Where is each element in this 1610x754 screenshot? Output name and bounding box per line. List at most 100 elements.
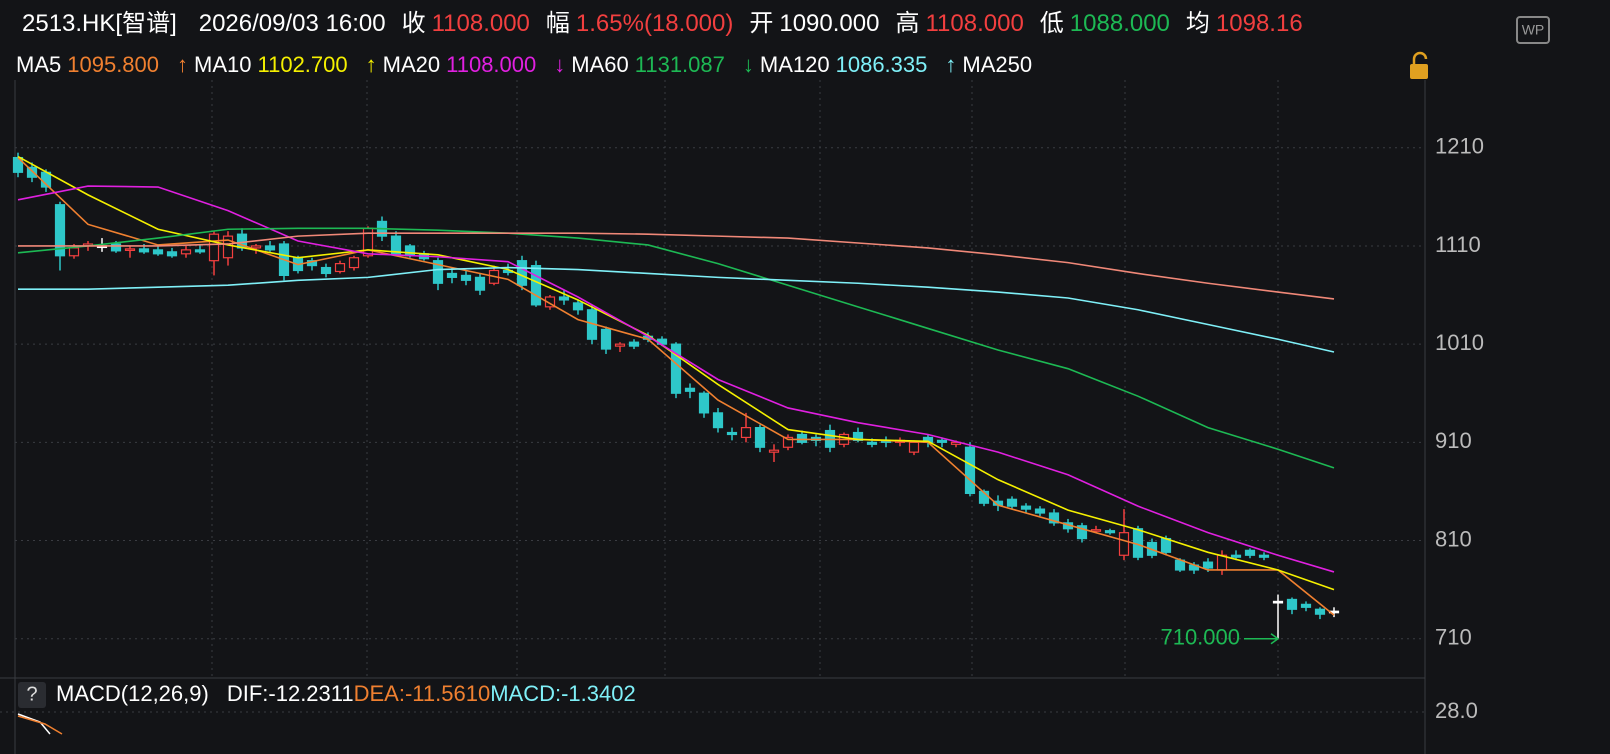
macd-header: MACD(12,26,9) DIF:-12.2311DEA:-11.5610MAC… <box>56 681 636 706</box>
help-text[interactable]: ? <box>26 683 37 705</box>
candle-body <box>1118 532 1130 556</box>
lock-icon[interactable] <box>1410 51 1428 79</box>
candle-body <box>530 264 542 306</box>
field-label: 收 <box>402 10 426 37</box>
candle-body <box>432 260 444 284</box>
legend-arrow: ↓ <box>743 52 754 77</box>
wp-badge[interactable]: WP <box>1516 16 1550 44</box>
candle-body <box>138 248 150 253</box>
field-value: 1.65%(18.000) <box>576 10 733 37</box>
annotation-text: 710.000 <box>1160 625 1240 650</box>
ma-line <box>17 227 1335 469</box>
candle-body <box>1076 525 1088 540</box>
legend-arrow: ↑ <box>945 52 956 77</box>
candle-body <box>1230 554 1242 558</box>
legend-value: 1108.000 <box>446 52 536 77</box>
candle-body <box>1104 530 1116 534</box>
datetime: 2026/09/03 16:00 <box>199 10 386 37</box>
badge-text: WP <box>1522 22 1545 38</box>
candle-body <box>68 247 80 257</box>
field-value: 1108.000 <box>432 10 530 37</box>
legend-name: MA20 <box>383 52 440 77</box>
candle-body <box>208 233 220 262</box>
date-dividers <box>211 80 1279 678</box>
candle-body <box>1272 600 1284 604</box>
candle-body <box>124 248 136 251</box>
field-label: 均 <box>1186 10 1210 37</box>
candle-body <box>1090 529 1102 532</box>
candle-body <box>628 341 640 347</box>
candle-body <box>1314 608 1326 615</box>
header: 2513.HK[智谱] 2026/09/03 16:00 收 1108.000 幅 1.6… <box>22 10 1303 37</box>
candle-body <box>1020 505 1032 510</box>
candle-body <box>460 274 472 281</box>
candle-body <box>572 302 584 311</box>
field-label: 开 <box>749 10 773 37</box>
candle-body <box>768 449 780 453</box>
candle-body <box>474 276 486 291</box>
ma-legend: MA5 1095.800 ↑ MA10 1102.700 ↑ MA20 1108.000 ↓ MA… <box>16 52 1032 77</box>
candle-body <box>250 245 262 249</box>
candle-body <box>1286 598 1298 610</box>
legend-value: 1095.800 <box>67 52 159 77</box>
candle-body <box>222 235 234 259</box>
candle-body <box>600 328 612 350</box>
field-label: 高 <box>895 10 919 37</box>
y-tick-label: 1010 <box>1435 330 1484 355</box>
legend-name: MA5 <box>16 52 61 77</box>
candle-body <box>754 427 766 448</box>
symbol: 2513.HK[智谱] <box>22 10 177 37</box>
ma-line <box>17 156 1335 616</box>
frame <box>0 80 1426 754</box>
macd-value: MACD:-1.3402 <box>490 681 636 706</box>
ma-line <box>18 232 1335 300</box>
legend-name: MA60 <box>571 52 628 77</box>
candle-body <box>1048 512 1060 524</box>
candle-body <box>334 263 346 273</box>
candle-body <box>726 431 738 436</box>
candle-body <box>516 260 528 286</box>
help-box[interactable] <box>18 682 46 708</box>
macd-dea-fragment <box>17 715 63 735</box>
y-tick-label: 1110 <box>1435 232 1481 257</box>
y-tick-label: 710 <box>1435 625 1472 650</box>
candle-body <box>614 343 626 347</box>
macd-dea: DEA:-11.5610 <box>354 681 491 706</box>
field-label: 幅 <box>546 10 570 37</box>
candle-body <box>1006 498 1018 507</box>
legend-value: 1131.087 <box>635 52 725 77</box>
ma-line <box>18 266 1335 353</box>
candle-body <box>152 249 164 255</box>
candle-body <box>852 431 864 441</box>
candle-body <box>908 441 920 453</box>
legend-arrow: ↑ <box>366 52 377 77</box>
legend-value: 1086.335 <box>836 52 928 77</box>
candle-body <box>404 245 416 257</box>
annotation-arrow <box>1244 633 1280 645</box>
candle-body <box>264 245 276 251</box>
candle-body <box>348 257 360 269</box>
candle-body <box>320 266 332 275</box>
candle-body <box>1244 549 1256 556</box>
legend-value: 1102.700 <box>258 52 348 77</box>
candle-body <box>26 166 38 178</box>
candle-body <box>782 436 794 448</box>
macd-dif: DIF:-12.2311 <box>227 681 354 706</box>
candle-body <box>54 204 66 257</box>
candle-body <box>194 249 206 253</box>
field-value: 1098.16 <box>1216 10 1303 37</box>
candle-body <box>684 387 696 392</box>
candle-body <box>936 439 948 443</box>
candle-body <box>1034 508 1046 514</box>
field-label: 低 <box>1040 10 1064 37</box>
candle-body <box>558 296 570 301</box>
candle-body <box>1300 603 1312 608</box>
field-value: 1108.000 <box>925 10 1023 37</box>
candle-body <box>544 296 556 308</box>
legend-arrow: ↑ <box>177 52 188 77</box>
candle-body <box>866 441 878 445</box>
candle-body <box>796 433 808 443</box>
candle-body <box>1202 561 1214 569</box>
